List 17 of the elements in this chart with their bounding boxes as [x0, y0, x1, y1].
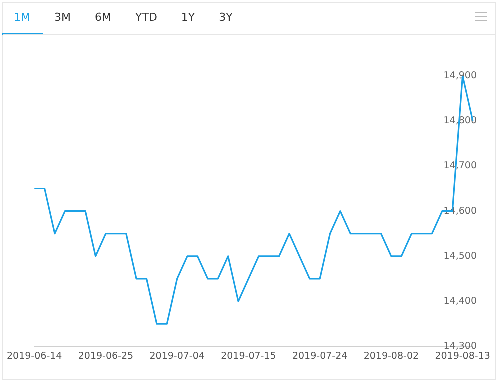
x-tick-label: 2019-07-24	[292, 350, 348, 362]
text: 3M	[54, 10, 72, 26]
x-tick-label: 2019-08-13	[435, 350, 490, 362]
text: 6M	[94, 10, 112, 26]
text: 3Y	[218, 10, 234, 26]
x-tick-label: 2019-06-25	[78, 350, 134, 362]
x-tick-label: 2019-06-14	[6, 350, 62, 362]
x-tick-label: 2019-07-15	[221, 350, 276, 362]
y-tick-label: 14,300	[444, 341, 477, 352]
text: YTD	[134, 10, 158, 26]
y-tick-label: 14,900	[444, 70, 477, 82]
y-tick-label: 14,500	[444, 250, 477, 262]
text: 1M	[2, 3, 42, 35]
x-tick-label: 2019-07-04	[150, 350, 205, 362]
y-tick-label: 14,400	[444, 296, 477, 307]
text: 1Y	[180, 10, 196, 26]
x-tick-label: 2019-08-02	[364, 350, 420, 362]
